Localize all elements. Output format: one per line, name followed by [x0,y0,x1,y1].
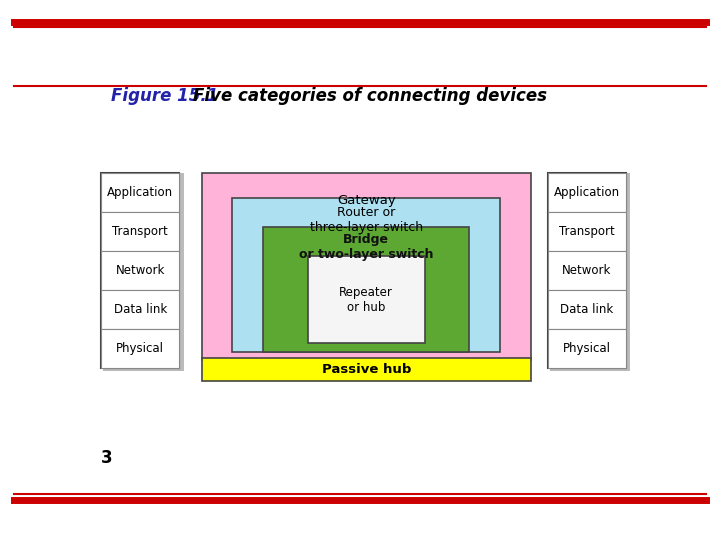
Bar [547,173,626,212]
Text: Repeater
or hub: Repeater or hub [339,286,393,314]
Text: Data link: Data link [114,303,167,316]
Text: Router or
three-layer switch: Router or three-layer switch [310,206,423,234]
Text: Application: Application [554,186,620,199]
Bar [550,173,630,371]
Text: 3: 3 [101,449,113,467]
Bar [101,251,179,290]
Text: Physical: Physical [116,342,164,355]
Bar [202,358,531,381]
Bar [547,251,626,290]
Bar [101,329,179,368]
Text: Data link: Data link [560,303,613,316]
Bar [307,256,425,343]
Text: Application: Application [107,186,174,199]
Text: Network: Network [562,264,611,277]
Bar [233,198,500,352]
Bar [104,173,184,371]
Text: Bridge
or two-layer switch: Bridge or two-layer switch [299,233,433,261]
Bar [263,227,469,352]
Bar [202,173,531,360]
Bar [101,290,179,329]
Text: Physical: Physical [562,342,611,355]
Bar [101,212,179,251]
Text: Transport: Transport [112,225,168,238]
Text: Figure 15.1: Figure 15.1 [111,87,219,105]
Bar [547,290,626,329]
Bar [101,173,179,368]
Bar [547,329,626,368]
Text: Passive hub: Passive hub [322,363,411,376]
Text: Transport: Transport [559,225,614,238]
Text: Gateway: Gateway [337,194,395,207]
Bar [547,212,626,251]
Text: Five categories of connecting devices: Five categories of connecting devices [193,87,547,105]
Bar [101,173,179,212]
Text: Network: Network [115,264,165,277]
Bar [547,173,626,368]
